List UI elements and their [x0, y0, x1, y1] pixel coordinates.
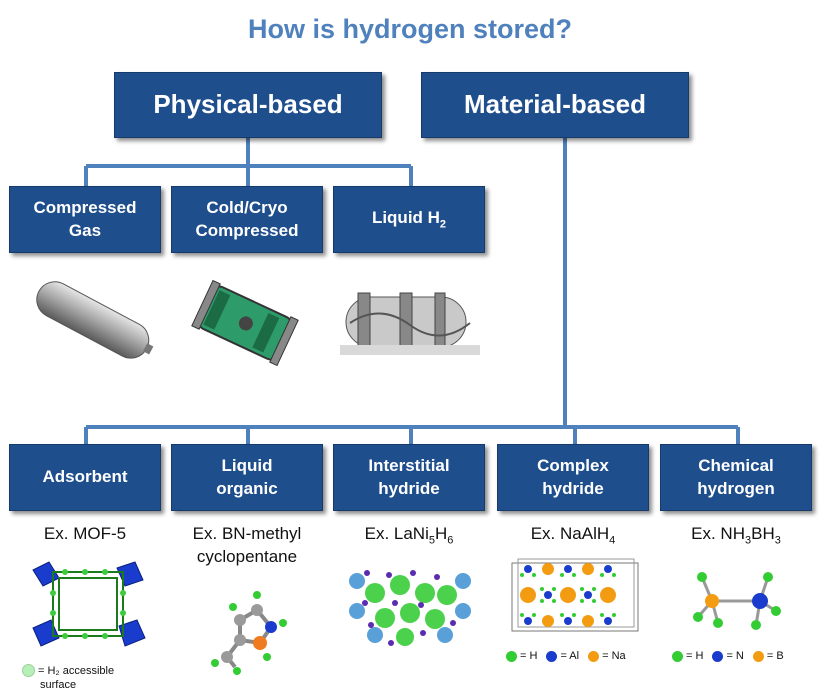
adsorbent-example: Ex. MOF-5: [9, 523, 161, 546]
bn-methyl-molecule-image: [211, 591, 287, 675]
compressed-gas-line2: Gas: [68, 220, 102, 240]
material-based-label: Material-based: [463, 89, 647, 120]
chemical-hydrogen-box: Chemical hydrogen: [660, 444, 812, 511]
liquid-h2-label: Liquid H: [371, 208, 440, 228]
cryo-tank-image: [191, 279, 299, 367]
liquid-organic-box: Liquid organic: [171, 444, 323, 511]
mof5-legend-text: = H₂ accessible: [38, 664, 115, 677]
physical-based-label: Physical-based: [153, 89, 343, 120]
page-title: How is hydrogen stored?: [247, 14, 573, 44]
chemical-hydrogen-line2: hydrogen: [697, 478, 775, 498]
nh3bh3-legend-b: = B: [766, 650, 784, 662]
liquid-h2-tank-image: [340, 292, 480, 355]
liquid-h2-box: Liquid H2: [333, 186, 485, 253]
adsorbent-example-text: Ex. MOF-5: [43, 524, 127, 543]
naalh4-legend: = H = Al = Na: [506, 650, 626, 662]
complex-example-sub1: 4: [609, 534, 616, 547]
naalh4-legend-al: = Al: [560, 650, 580, 662]
cryo-compressed-box: Cold/Cryo Compressed: [171, 186, 323, 253]
chemical-example-mid: BH: [751, 524, 775, 543]
chemical-example-sub2: 3: [774, 534, 781, 547]
aluminum-dot-icon: [546, 650, 558, 662]
liquid-organic-example-line1: Ex. BN-methyl: [192, 524, 302, 543]
mof5-legend-line2: surface: [40, 679, 76, 691]
interstitial-example: Ex. LaNi5H6: [333, 523, 485, 548]
interstitial-hydride-line1: Interstitial: [368, 456, 450, 476]
chemical-example-sub1: 3: [744, 534, 752, 547]
liquid-organic-example-line2: cyclopentane: [196, 546, 298, 566]
complex-hydride-line1: Complex: [537, 456, 609, 476]
complex-example: Ex. NaAlH4: [497, 523, 649, 548]
hydrogen-dot-icon: [672, 650, 683, 662]
naalh4-legend-h: = H: [520, 650, 538, 662]
material-based-box: Material-based: [421, 72, 689, 138]
complex-hydride-box: Complex hydride: [497, 444, 649, 511]
chemical-example: Ex. NH3BH3: [660, 523, 812, 548]
compressed-gas-box: Compressed Gas: [9, 186, 161, 253]
interstitial-example-prefix: Ex. LaNi: [364, 524, 429, 543]
nitrogen-dot-icon: [712, 650, 724, 662]
interstitial-example-sub1: 5: [428, 534, 435, 547]
sodium-dot-icon: [588, 650, 600, 662]
boron-dot-icon: [752, 650, 764, 662]
nh3bh3-legend-h: = H: [686, 650, 704, 662]
liquid-organic-line1: Liquid: [221, 456, 273, 476]
interstitial-example-sub2: 6: [447, 534, 454, 547]
naalh4-legend-na: = Na: [602, 650, 626, 662]
nh3bh3-molecule-image: [693, 572, 781, 630]
complex-example-prefix: Ex. NaAlH: [530, 524, 610, 543]
mof5-legend-text2: surface: [40, 679, 77, 691]
cryo-compressed-line2: Compressed: [195, 220, 299, 240]
interstitial-hydride-line2: hydride: [378, 478, 440, 498]
accessible-surface-icon: [22, 664, 35, 677]
complex-hydride-line2: hydride: [542, 478, 604, 498]
cryo-compressed-line1: Cold/Cryo: [206, 198, 288, 218]
nh3bh3-legend-n: = N: [726, 650, 744, 662]
naalh4-structure-image: [511, 558, 639, 632]
physical-based-box: Physical-based: [114, 72, 382, 138]
compressed-gas-tank-image: [36, 281, 154, 359]
liquid-organic-example: Ex. BN-methyl cyclopentane: [171, 523, 323, 569]
hydrogen-dot-icon: [506, 650, 517, 662]
compressed-gas-line1: Compressed: [33, 198, 137, 218]
interstitial-hydride-box: Interstitial hydride: [333, 444, 485, 511]
adsorbent-label: Adsorbent: [42, 467, 128, 487]
nh3bh3-legend: = H = N = B: [672, 650, 784, 662]
liquid-h2-subscript: 2: [439, 218, 447, 231]
mof5-legend: = H₂ accessible: [22, 664, 114, 677]
chemical-hydrogen-line1: Chemical: [698, 456, 774, 476]
liquid-organic-line2: organic: [216, 478, 278, 498]
interstitial-example-mid: H: [434, 524, 448, 543]
adsorbent-box: Adsorbent: [9, 444, 161, 511]
lani5h6-lattice-image: [349, 570, 471, 646]
chemical-example-prefix: Ex. NH: [691, 524, 745, 543]
mof5-structure-image: [32, 561, 146, 647]
